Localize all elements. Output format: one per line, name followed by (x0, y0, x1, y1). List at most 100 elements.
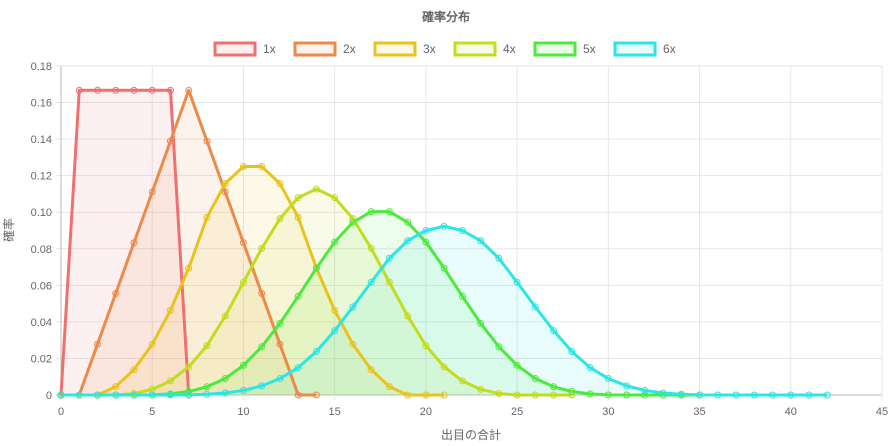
data-point-3x[interactable] (112, 383, 120, 391)
data-point-6x[interactable] (221, 389, 229, 397)
data-point-6x[interactable] (714, 391, 722, 399)
data-point-6x[interactable] (659, 389, 667, 397)
data-point-6x[interactable] (458, 227, 466, 234)
data-point-6x[interactable] (349, 303, 357, 311)
data-point-5x[interactable] (586, 390, 594, 398)
data-point-5x[interactable] (495, 343, 503, 351)
data-point-5x[interactable] (276, 319, 284, 327)
data-point-6x[interactable] (312, 348, 320, 355)
data-point-4x[interactable] (404, 312, 412, 320)
data-point-5x[interactable] (221, 375, 229, 383)
data-point-3x[interactable] (148, 340, 156, 348)
data-point-5x[interactable] (203, 383, 211, 391)
data-point-6x[interactable] (422, 227, 430, 234)
data-point-2x[interactable] (148, 188, 156, 196)
data-point-4x[interactable] (385, 278, 393, 286)
data-point-1x[interactable] (130, 86, 138, 94)
data-point-3x[interactable] (276, 180, 284, 188)
data-point-5x[interactable] (604, 391, 612, 399)
data-point-6x[interactable] (130, 391, 138, 399)
data-point-4x[interactable] (349, 215, 357, 223)
data-point-2x[interactable] (93, 340, 101, 348)
data-point-4x[interactable] (312, 185, 320, 193)
data-point-3x[interactable] (294, 213, 302, 221)
data-point-3x[interactable] (203, 213, 211, 221)
data-point-5x[interactable] (659, 391, 667, 399)
data-point-6x[interactable] (495, 254, 503, 262)
data-point-6x[interactable] (57, 391, 65, 399)
data-point-5x[interactable] (294, 292, 302, 300)
data-point-4x[interactable] (166, 377, 174, 385)
data-point-2x[interactable] (294, 391, 302, 399)
data-point-6x[interactable] (787, 391, 795, 399)
data-point-4x[interactable] (294, 194, 302, 202)
data-point-6x[interactable] (239, 386, 247, 394)
data-point-5x[interactable] (550, 383, 558, 391)
data-point-4x[interactable] (203, 342, 211, 350)
data-point-3x[interactable] (239, 163, 247, 171)
data-point-5x[interactable] (422, 238, 430, 246)
data-point-5x[interactable] (531, 375, 539, 383)
data-point-5x[interactable] (404, 218, 412, 226)
legend-item-2x[interactable]: 2x (293, 41, 356, 57)
data-point-5x[interactable] (258, 343, 266, 351)
data-point-5x[interactable] (331, 238, 339, 246)
data-point-5x[interactable] (440, 264, 448, 272)
data-point-4x[interactable] (221, 312, 229, 320)
data-point-6x[interactable] (166, 391, 174, 399)
data-point-6x[interactable] (750, 391, 758, 399)
data-point-4x[interactable] (331, 194, 339, 202)
data-point-6x[interactable] (696, 391, 704, 399)
data-point-4x[interactable] (531, 391, 539, 399)
data-point-2x[interactable] (203, 137, 211, 145)
data-point-4x[interactable] (258, 244, 266, 252)
data-point-6x[interactable] (112, 391, 120, 399)
data-point-3x[interactable] (221, 180, 229, 188)
data-point-5x[interactable] (568, 388, 576, 396)
data-point-6x[interactable] (769, 391, 777, 399)
data-point-3x[interactable] (349, 340, 357, 348)
data-point-3x[interactable] (367, 366, 375, 374)
data-point-2x[interactable] (276, 340, 284, 348)
data-point-1x[interactable] (75, 86, 83, 94)
data-point-5x[interactable] (349, 218, 357, 226)
data-point-1x[interactable] (112, 86, 120, 94)
data-point-3x[interactable] (130, 366, 138, 374)
data-point-3x[interactable] (440, 391, 448, 399)
data-point-1x[interactable] (166, 86, 174, 94)
data-point-6x[interactable] (331, 327, 339, 335)
data-point-4x[interactable] (276, 215, 284, 223)
data-point-6x[interactable] (823, 391, 831, 399)
data-point-6x[interactable] (367, 278, 375, 286)
data-point-1x[interactable] (93, 86, 101, 94)
data-point-5x[interactable] (239, 361, 247, 369)
data-point-6x[interactable] (513, 278, 521, 286)
data-point-4x[interactable] (440, 363, 448, 371)
data-point-5x[interactable] (513, 361, 521, 369)
data-point-3x[interactable] (166, 306, 174, 314)
data-point-6x[interactable] (404, 237, 412, 245)
data-point-6x[interactable] (805, 391, 813, 399)
data-point-3x[interactable] (258, 163, 266, 171)
data-point-6x[interactable] (294, 364, 302, 372)
data-point-5x[interactable] (623, 391, 631, 399)
data-point-3x[interactable] (385, 383, 393, 391)
data-point-4x[interactable] (239, 278, 247, 286)
data-point-5x[interactable] (477, 319, 485, 327)
data-point-2x[interactable] (221, 188, 229, 196)
data-point-6x[interactable] (641, 386, 649, 394)
data-point-6x[interactable] (623, 382, 631, 390)
data-point-6x[interactable] (385, 254, 393, 262)
data-point-6x[interactable] (586, 364, 594, 372)
data-point-6x[interactable] (732, 391, 740, 399)
data-point-2x[interactable] (112, 289, 120, 297)
data-point-5x[interactable] (312, 264, 320, 272)
data-point-4x[interactable] (550, 391, 558, 399)
data-point-2x[interactable] (166, 137, 174, 145)
data-point-4x[interactable] (422, 342, 430, 350)
data-point-2x[interactable] (130, 239, 138, 247)
data-point-2x[interactable] (239, 239, 247, 247)
legend-item-6x[interactable]: 6x (613, 41, 676, 57)
data-point-2x[interactable] (258, 289, 266, 297)
data-point-2x[interactable] (312, 391, 320, 399)
